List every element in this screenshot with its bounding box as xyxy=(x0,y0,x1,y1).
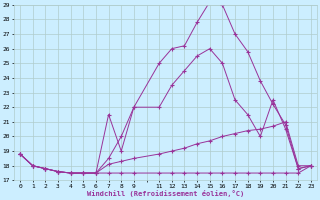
X-axis label: Windchill (Refroidissement éolien,°C): Windchill (Refroidissement éolien,°C) xyxy=(87,190,244,197)
